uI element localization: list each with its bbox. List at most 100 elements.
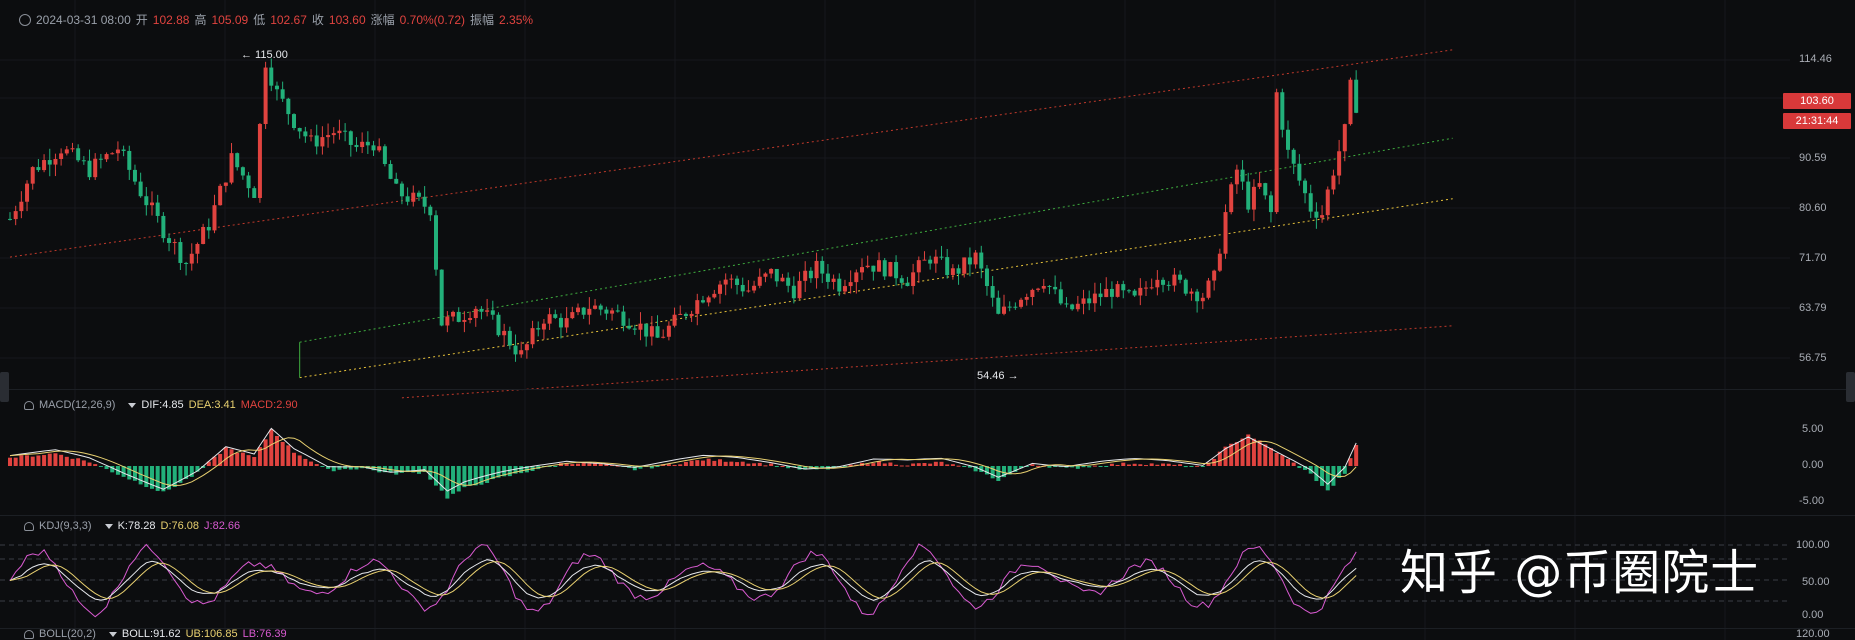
macd-histogram-bar	[939, 461, 944, 466]
kdj-axis-label: 100.00	[1796, 539, 1830, 551]
chevron-down-icon[interactable]	[104, 523, 113, 529]
macd-histogram-bar	[263, 439, 268, 466]
high-annotation: ← 115.00	[241, 49, 288, 61]
candle-body	[536, 328, 541, 330]
macd-histogram-bar	[269, 429, 274, 466]
kdj-header: KDJ(9,3,3) K: 78.28 D: 76.08 J: 82.66	[24, 520, 245, 532]
dea-value: 3.41	[214, 399, 236, 411]
candle-body	[1217, 253, 1222, 271]
candle-body	[581, 307, 586, 315]
candle-body	[803, 270, 808, 281]
price-axis-label: 80.60	[1799, 202, 1827, 214]
candle-body	[354, 144, 359, 148]
d-label: D:	[160, 520, 172, 532]
candle-body	[445, 316, 450, 326]
macd-histogram-bar	[326, 466, 331, 469]
candle-body	[1064, 303, 1069, 305]
candle-body	[820, 260, 825, 274]
macd-histogram-bar	[36, 455, 41, 466]
macd-histogram-bar	[729, 461, 734, 466]
candle-body	[786, 277, 791, 286]
chevron-down-icon[interactable]	[108, 631, 117, 637]
bell-icon[interactable]	[24, 400, 34, 410]
candle-body	[422, 196, 427, 207]
candle-body	[871, 265, 876, 272]
macd-histogram-bar	[990, 466, 995, 479]
candle-body	[735, 278, 740, 285]
macd-histogram-bar	[1240, 438, 1245, 466]
candle-body	[615, 310, 620, 312]
macd-histogram-bar	[399, 466, 404, 473]
channel-line	[9, 49, 1453, 258]
macd-histogram-bar	[451, 466, 456, 494]
boll-axis-label: 120.00	[1796, 628, 1830, 640]
bell-icon[interactable]	[24, 629, 34, 639]
amplitude-value: 2.35%	[499, 12, 534, 27]
macd-histogram-bar	[848, 464, 853, 466]
macd-histogram-bar	[1109, 463, 1114, 466]
candle-body	[411, 192, 416, 202]
macd-histogram-bar	[76, 458, 81, 466]
candle-body	[1019, 299, 1024, 307]
candle-body	[19, 201, 24, 212]
candle-body	[314, 135, 319, 147]
macd-histogram-bar	[98, 466, 103, 467]
chevron-down-icon[interactable]	[128, 402, 137, 408]
candle-body	[252, 188, 257, 198]
macd-histogram-bar	[740, 461, 745, 466]
macd-histogram-bar	[223, 447, 228, 466]
macd-histogram-bar	[479, 466, 484, 485]
candle-body	[666, 325, 671, 337]
current-price-tag: 103.60	[1783, 93, 1851, 109]
macd-histogram-bar	[735, 462, 740, 466]
macd-histogram-bar	[979, 466, 984, 472]
macd-histogram-bar	[519, 466, 524, 474]
j-value: 82.66	[212, 520, 241, 532]
macd-histogram-bar	[229, 449, 234, 466]
macd-histogram-bar	[127, 466, 132, 480]
candle-body	[388, 164, 393, 179]
macd-histogram-bar	[155, 466, 160, 491]
candle-body	[1268, 195, 1273, 213]
macd-histogram-bar	[1087, 466, 1092, 468]
candle-body	[911, 272, 916, 287]
candle-body	[13, 211, 18, 220]
collapse-icon[interactable]	[19, 13, 31, 26]
candle-body	[87, 160, 92, 178]
candle-body	[42, 160, 47, 171]
change-label: 涨幅	[370, 13, 395, 27]
macd-histogram-bar	[803, 466, 808, 470]
macd-histogram-bar	[1268, 448, 1273, 466]
price-axis-label: 56.75	[1799, 352, 1827, 364]
macd-histogram-bar	[678, 464, 683, 466]
macd-histogram-bar	[439, 466, 444, 491]
bell-icon[interactable]	[24, 521, 34, 531]
macd-histogram-bar	[593, 462, 598, 466]
low-value: 102.67	[270, 12, 307, 27]
right-panel-handle[interactable]	[1846, 372, 1855, 402]
macd-axis-label: 5.00	[1802, 423, 1824, 435]
macd-histogram-bar	[1149, 463, 1154, 466]
macd-histogram-bar	[292, 452, 296, 466]
macd-histogram-bar	[780, 465, 785, 467]
candle-body	[1132, 290, 1137, 296]
candle-body	[1178, 274, 1183, 280]
candle-body	[1121, 284, 1126, 291]
macd-histogram-bar	[343, 466, 348, 470]
macd-histogram-bar	[1303, 466, 1308, 470]
candle-body	[524, 344, 529, 351]
macd-histogram-bar	[1348, 458, 1353, 466]
change-value: 0.70%(0.72)	[399, 12, 466, 27]
left-panel-handle[interactable]	[0, 372, 9, 402]
macd-histogram-bar	[1251, 438, 1256, 466]
macd-histogram-bar	[1132, 463, 1137, 466]
candle-body	[661, 336, 666, 338]
candle-body	[343, 130, 348, 132]
candle-body	[598, 305, 603, 310]
price-axis-label: 71.70	[1799, 252, 1827, 264]
macd-histogram-bar	[689, 460, 694, 466]
d-line	[9, 561, 1357, 600]
macd-histogram-bar	[274, 435, 279, 466]
candle-body	[848, 282, 853, 287]
